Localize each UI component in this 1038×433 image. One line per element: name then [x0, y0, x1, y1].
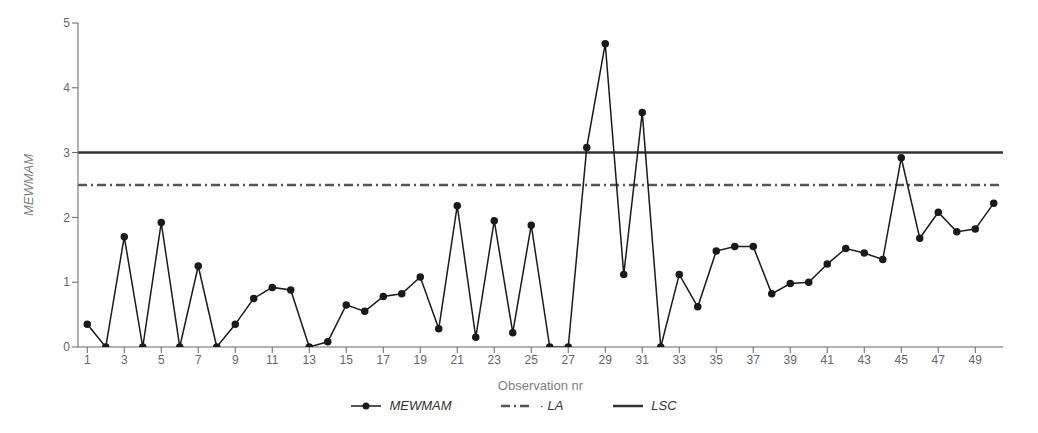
html-text:LSC: LSC — [651, 398, 677, 413]
html-text:· LA: · LA — [539, 398, 564, 413]
svg-text:5: 5 — [63, 16, 70, 30]
svg-text:1: 1 — [63, 275, 70, 289]
svg-text:33: 33 — [673, 353, 687, 367]
svg-text:43: 43 — [858, 353, 872, 367]
svg-text:17: 17 — [377, 353, 391, 367]
svg-text:31: 31 — [636, 353, 650, 367]
svg-text:25: 25 — [525, 353, 539, 367]
svg-text:37: 37 — [747, 353, 761, 367]
svg-text:4: 4 — [63, 81, 70, 95]
svg-text:Observation nr: Observation nr — [498, 378, 584, 393]
svg-text:1: 1 — [84, 353, 91, 367]
svg-text:47: 47 — [932, 353, 946, 367]
svg-text:11: 11 — [266, 353, 279, 367]
svg-text:7: 7 — [195, 353, 202, 367]
svg-text:9: 9 — [232, 353, 239, 367]
html-text:MEWMAM: MEWMAM — [389, 398, 452, 413]
svg-text:41: 41 — [821, 353, 835, 367]
svg-text:3: 3 — [63, 146, 70, 160]
svg-text:35: 35 — [710, 353, 724, 367]
svg-text:23: 23 — [488, 353, 502, 367]
svg-text:21: 21 — [451, 353, 465, 367]
svg-text:19: 19 — [414, 353, 428, 367]
svg-text:27: 27 — [562, 353, 576, 367]
svg-text:MEWMAM: MEWMAM — [21, 154, 36, 216]
svg-text:5: 5 — [158, 353, 165, 367]
svg-text:13: 13 — [303, 353, 317, 367]
svg-text:39: 39 — [784, 353, 798, 367]
svg-text:3: 3 — [121, 353, 128, 367]
svg-text:15: 15 — [340, 353, 354, 367]
svg-text:0: 0 — [63, 340, 70, 354]
svg-text:45: 45 — [895, 353, 909, 367]
svg-text:2: 2 — [63, 211, 70, 225]
svg-text:49: 49 — [969, 353, 983, 367]
svg-text:29: 29 — [599, 353, 613, 367]
